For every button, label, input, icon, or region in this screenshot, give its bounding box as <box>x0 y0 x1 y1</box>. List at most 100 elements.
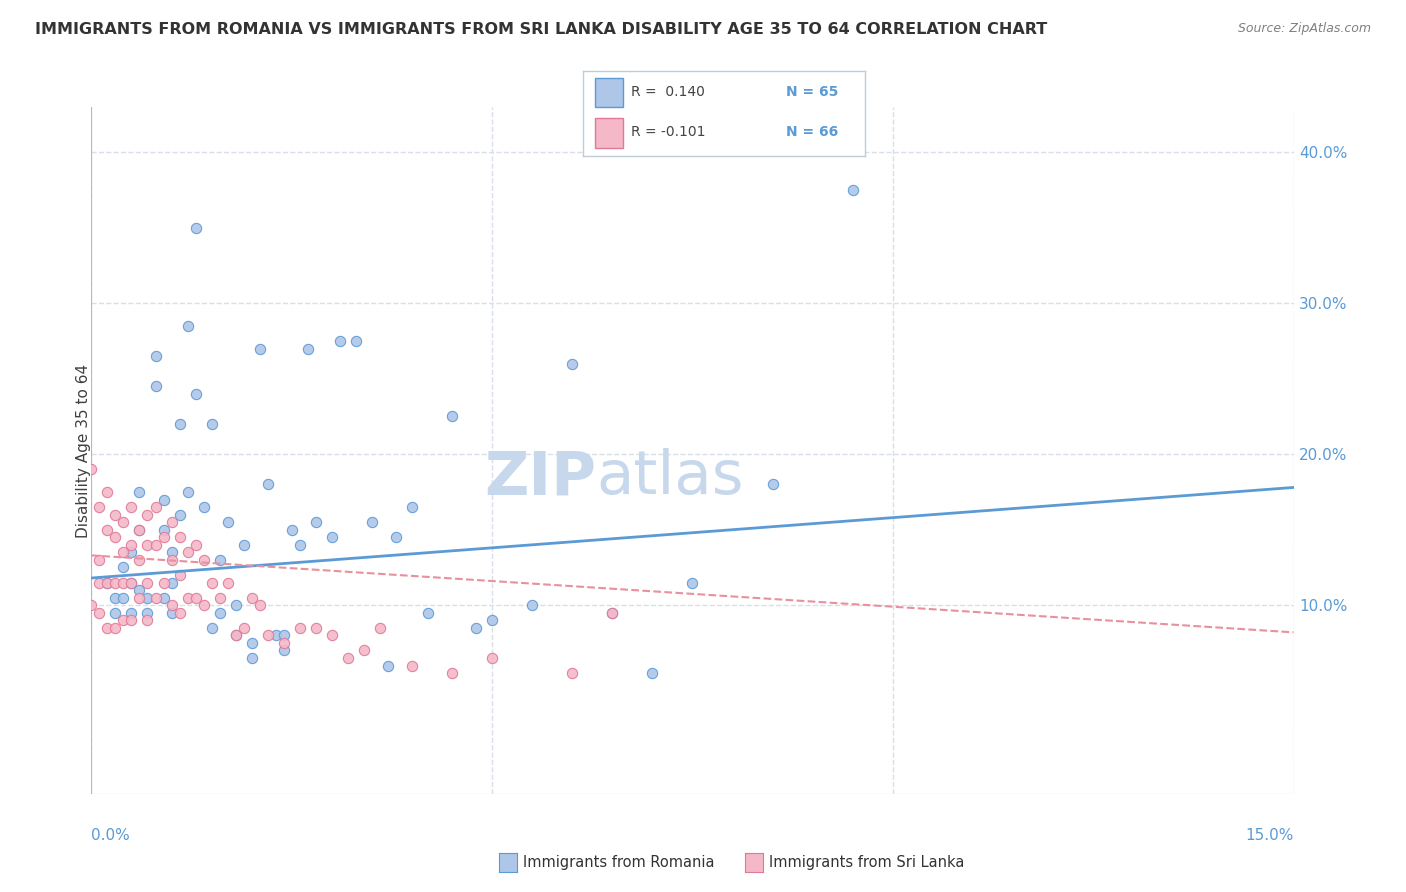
Point <box>208 591 231 605</box>
Point <box>121 575 143 590</box>
Point <box>201 417 224 431</box>
Point <box>184 538 207 552</box>
Point <box>321 628 343 642</box>
Point <box>169 508 191 522</box>
Text: 0.0%: 0.0% <box>91 829 131 843</box>
Point <box>841 183 863 197</box>
Point <box>96 485 118 500</box>
Point <box>145 591 167 605</box>
Point <box>377 658 399 673</box>
Point <box>160 545 183 559</box>
Point <box>152 492 174 507</box>
Point <box>217 515 239 529</box>
Point <box>240 651 263 665</box>
Point <box>136 538 159 552</box>
Point <box>152 530 174 544</box>
Point <box>561 357 583 371</box>
Point <box>401 658 423 673</box>
Point <box>602 606 624 620</box>
Bar <box>595 118 623 147</box>
Point <box>96 523 118 537</box>
Point <box>288 621 311 635</box>
Point <box>136 613 159 627</box>
Point <box>160 575 183 590</box>
Point <box>89 606 111 620</box>
Point <box>273 643 295 657</box>
Point <box>160 515 183 529</box>
Point <box>176 591 198 605</box>
Point <box>112 591 135 605</box>
Point <box>96 621 118 635</box>
Point <box>401 500 423 514</box>
Text: Source: ZipAtlas.com: Source: ZipAtlas.com <box>1237 22 1371 36</box>
Point <box>169 417 191 431</box>
Point <box>169 568 191 582</box>
Point <box>273 628 295 642</box>
Point <box>160 553 183 567</box>
Point <box>305 621 328 635</box>
Point <box>481 613 503 627</box>
Point <box>193 500 215 514</box>
Point <box>112 545 135 559</box>
Point <box>128 591 150 605</box>
Y-axis label: Disability Age 35 to 64: Disability Age 35 to 64 <box>76 363 90 538</box>
Point <box>360 515 382 529</box>
Point <box>121 606 143 620</box>
Point <box>297 342 319 356</box>
Point <box>145 349 167 363</box>
Point <box>121 613 143 627</box>
Point <box>264 628 287 642</box>
Point <box>121 538 143 552</box>
Point <box>353 643 375 657</box>
Text: 15.0%: 15.0% <box>1246 829 1294 843</box>
Point <box>273 636 295 650</box>
Point <box>176 318 198 333</box>
Point <box>160 598 183 612</box>
Point <box>217 575 239 590</box>
Point <box>208 553 231 567</box>
Point <box>249 342 271 356</box>
Text: R =  0.140: R = 0.140 <box>631 85 706 99</box>
Point <box>184 220 207 235</box>
Point <box>121 545 143 559</box>
Point <box>440 666 463 681</box>
Point <box>288 538 311 552</box>
Point <box>112 515 135 529</box>
Point <box>561 666 583 681</box>
Point <box>104 591 127 605</box>
Point <box>481 651 503 665</box>
Point <box>201 621 224 635</box>
Point <box>249 598 271 612</box>
Point <box>465 621 488 635</box>
Text: Immigrants from Sri Lanka: Immigrants from Sri Lanka <box>769 855 965 870</box>
Point <box>89 500 111 514</box>
Point <box>152 523 174 537</box>
Point <box>160 606 183 620</box>
Point <box>232 621 254 635</box>
Point <box>128 485 150 500</box>
Point <box>169 606 191 620</box>
Point <box>112 613 135 627</box>
Point <box>145 538 167 552</box>
Point <box>112 575 135 590</box>
Point <box>329 334 352 348</box>
Point <box>256 477 278 491</box>
Point <box>136 575 159 590</box>
Point <box>145 379 167 393</box>
Point <box>368 621 391 635</box>
Point <box>184 387 207 401</box>
Point <box>440 409 463 424</box>
Point <box>416 606 439 620</box>
Point <box>193 553 215 567</box>
Point <box>121 575 143 590</box>
Point <box>80 462 103 476</box>
Point <box>96 575 118 590</box>
Point <box>128 553 150 567</box>
Point <box>121 500 143 514</box>
Point <box>208 606 231 620</box>
Point <box>104 621 127 635</box>
Point <box>225 598 247 612</box>
Text: N = 66: N = 66 <box>786 125 838 139</box>
Point <box>201 575 224 590</box>
Point <box>344 334 367 348</box>
